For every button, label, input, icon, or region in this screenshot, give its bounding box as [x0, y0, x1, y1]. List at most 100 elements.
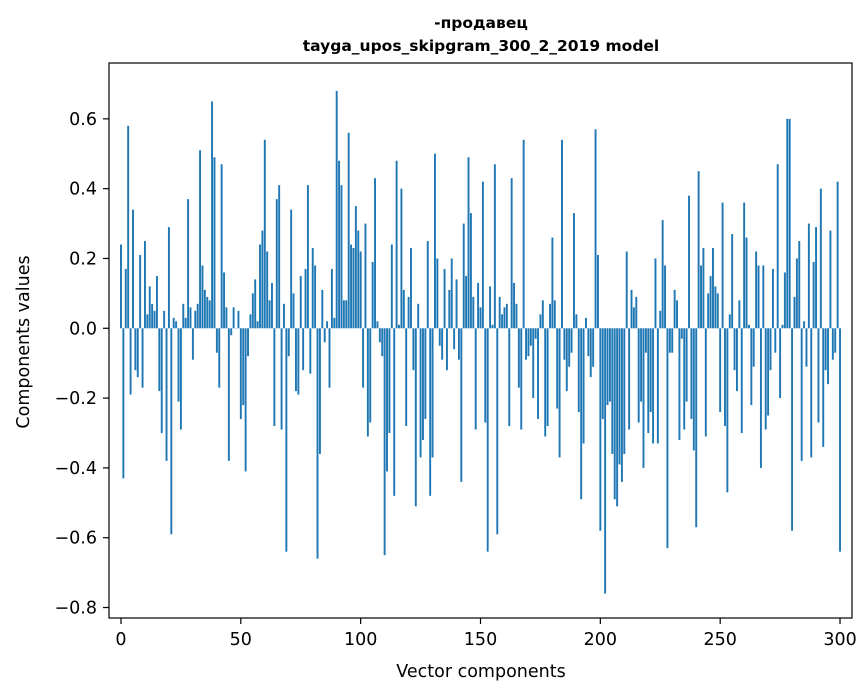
bar: [273, 328, 276, 427]
y-tick-label: 0.6: [69, 110, 97, 130]
bar: [738, 300, 741, 329]
bar: [129, 328, 132, 395]
bar: [611, 328, 614, 454]
bar: [604, 328, 607, 594]
bar: [757, 265, 760, 329]
bar: [218, 328, 221, 388]
bar: [570, 328, 573, 353]
y-tick-label: −0.4: [55, 459, 98, 479]
bar: [189, 307, 192, 329]
bar: [278, 185, 281, 329]
bar: [132, 209, 134, 329]
bar: [163, 310, 166, 329]
bar: [759, 328, 762, 468]
bar: [402, 289, 405, 329]
bar: [342, 300, 345, 329]
bar: [491, 324, 494, 329]
bar: [134, 328, 137, 371]
bar: [340, 185, 343, 329]
bar: [249, 314, 252, 329]
bar: [283, 303, 285, 329]
bar: [635, 296, 638, 329]
bar: [201, 265, 204, 329]
bar: [254, 279, 257, 329]
bar: [352, 248, 355, 329]
bar: [191, 328, 194, 360]
bar: [659, 310, 662, 329]
bar: [688, 195, 690, 329]
bar: [585, 317, 587, 329]
y-tick-label: −0.2: [55, 389, 98, 409]
bar: [582, 328, 585, 444]
bar: [378, 328, 381, 343]
bar: [486, 328, 489, 552]
bar: [747, 324, 750, 329]
bar: [608, 328, 611, 402]
bar: [469, 213, 472, 329]
bar: [467, 157, 470, 329]
bar: [568, 328, 571, 367]
bar: [752, 328, 755, 367]
bar: [306, 185, 309, 329]
bar: [422, 328, 424, 440]
bar: [481, 181, 484, 329]
bar: [618, 328, 621, 465]
bar: [702, 248, 705, 329]
bar: [357, 230, 360, 329]
bar: [714, 286, 717, 329]
bar: [472, 296, 475, 329]
bar: [196, 303, 199, 329]
bar: [544, 328, 547, 437]
bar: [155, 275, 158, 329]
x-tick-label: 250: [703, 630, 736, 650]
bar: [285, 328, 288, 552]
bar: [206, 296, 209, 329]
bar: [153, 310, 156, 329]
bar: [700, 265, 702, 329]
bar: [644, 328, 647, 353]
bar: [462, 223, 465, 329]
bar: [271, 282, 273, 329]
bar: [769, 328, 772, 371]
bar: [786, 118, 789, 329]
bar: [527, 328, 530, 357]
bar: [393, 328, 396, 496]
bar: [292, 293, 295, 329]
bar: [177, 328, 180, 402]
bar: [419, 328, 422, 458]
chart-subtitle: tayga_upos_skipgram_300_2_2019 model: [303, 37, 660, 55]
bar: [620, 328, 623, 482]
bar: [359, 251, 362, 329]
bar: [474, 328, 477, 430]
bar: [743, 202, 746, 329]
bar: [287, 328, 290, 357]
bar: [429, 328, 432, 496]
bar: [628, 328, 631, 430]
bar: [333, 317, 336, 329]
bar: [661, 220, 664, 329]
bar: [664, 265, 667, 329]
bar: [575, 314, 578, 329]
bar: [793, 296, 796, 329]
bar: [208, 300, 211, 329]
bar: [707, 293, 710, 329]
bar: [345, 300, 348, 329]
bar: [561, 139, 563, 329]
bar: [167, 227, 170, 329]
bar: [549, 303, 551, 329]
bars-group: [120, 90, 841, 594]
x-axis-ticks: 0 50 100 150 200 250 300: [115, 618, 857, 650]
bar: [436, 258, 439, 329]
bar: [165, 328, 168, 461]
bar: [460, 328, 463, 482]
bar: [616, 328, 619, 507]
bar: [692, 328, 695, 451]
bar: [517, 328, 520, 388]
bar: [501, 314, 504, 329]
bar: [366, 328, 369, 437]
bar: [695, 328, 698, 528]
bar: [493, 164, 496, 329]
bar: [740, 328, 743, 433]
bar: [807, 223, 810, 329]
bar: [261, 230, 264, 329]
